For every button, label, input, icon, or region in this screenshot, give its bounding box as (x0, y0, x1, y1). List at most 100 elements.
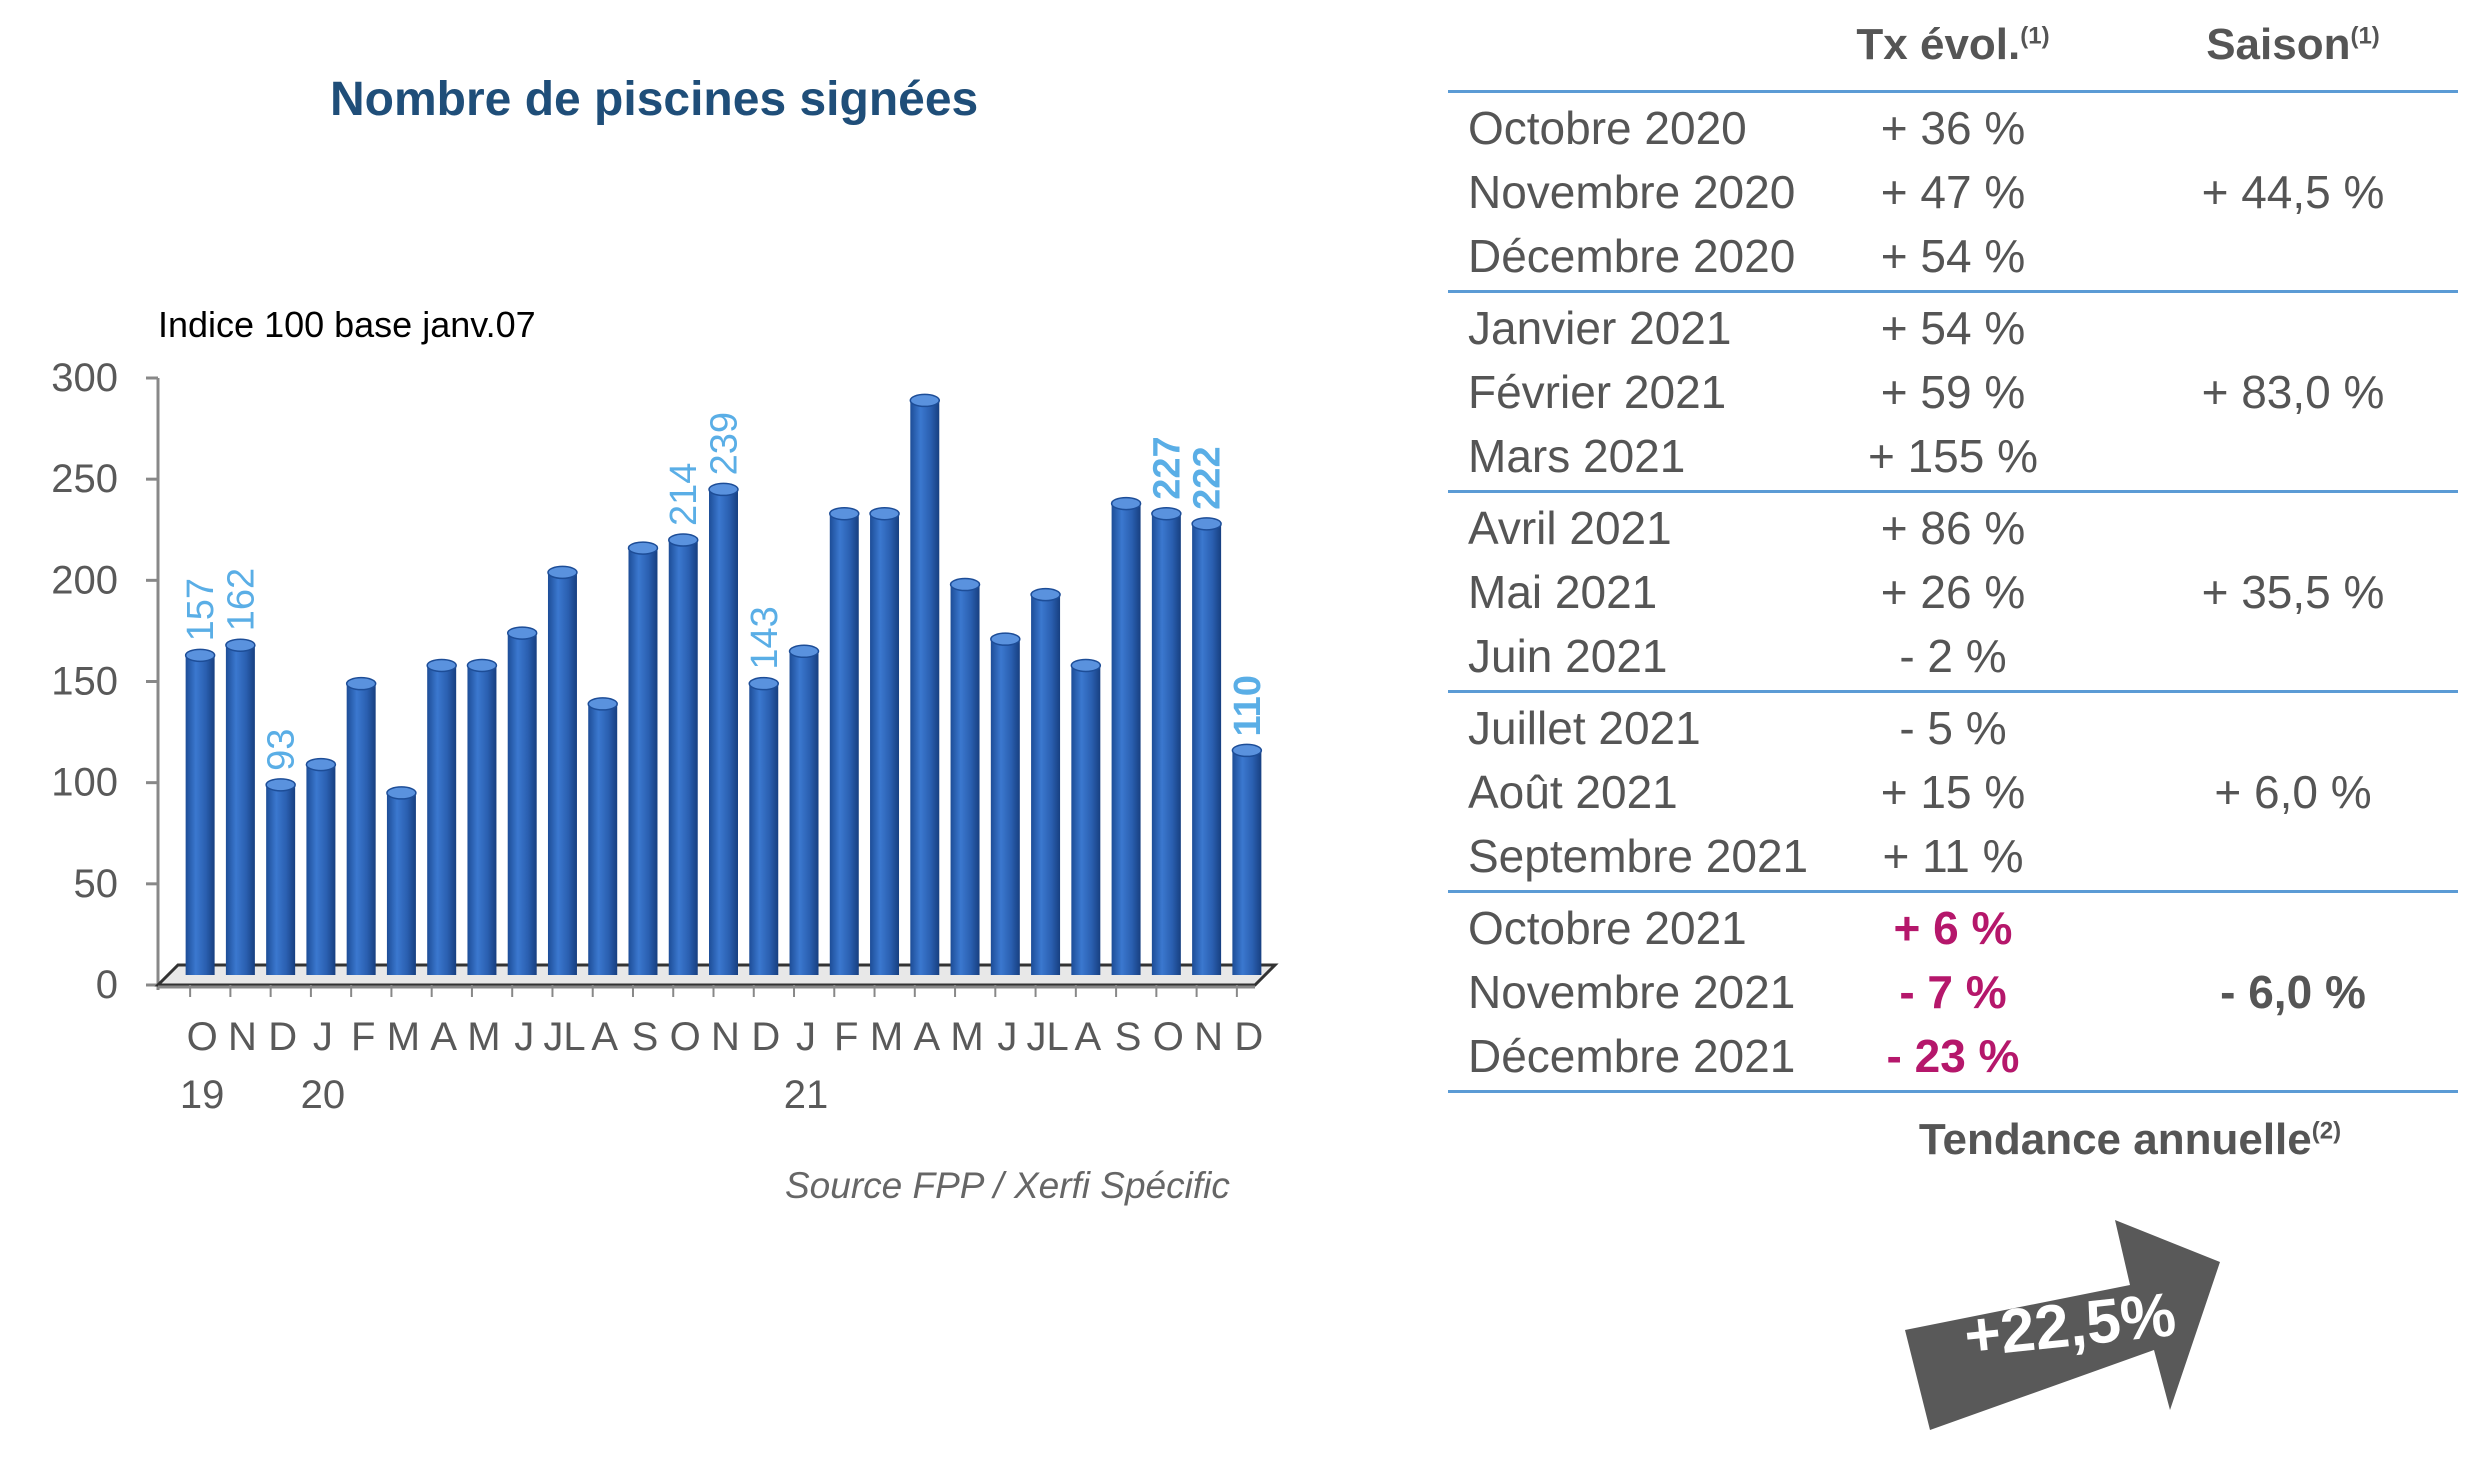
table-month: Janvier 2021 (1468, 302, 1732, 354)
x-tick-label: D (268, 1015, 297, 1059)
y-tick-label: 150 (51, 660, 118, 704)
bar-cap (265, 778, 296, 792)
trend-title: Tendance annuelle(2) (1830, 1115, 2430, 1165)
bar (1151, 513, 1181, 975)
bar (467, 665, 497, 975)
x-tick-label: O (670, 1015, 701, 1059)
bar (749, 683, 779, 975)
bar (1232, 750, 1262, 975)
header-rate-sup: (1) (2020, 22, 2050, 50)
table-season: + 6,0 % (2214, 766, 2372, 818)
table-rate: + 6 % (1893, 902, 2013, 954)
table-month: Octobre 2020 (1468, 102, 1747, 154)
bar-cap (829, 506, 860, 521)
table-month: Juillet 2021 (1468, 702, 1701, 754)
header-season-label: Saison (2206, 20, 2351, 69)
bar (668, 540, 698, 975)
table-season: + 83,0 % (2201, 366, 2385, 418)
data-label: 227 (1146, 436, 1188, 499)
x-tick-label: D (751, 1015, 780, 1059)
bar-cap (990, 632, 1021, 646)
bar (628, 548, 658, 975)
bar-cap (1070, 658, 1102, 673)
bar-cap (426, 658, 457, 673)
table-divider (1448, 90, 2458, 93)
header-season-sup: (1) (2350, 22, 2380, 50)
bar (386, 792, 416, 975)
bar-cap (345, 676, 377, 691)
bar (1071, 665, 1101, 975)
table-month: Septembre 2021 (1468, 830, 1809, 882)
x-tick-label: A (591, 1015, 618, 1059)
x-tick-label: J (514, 1015, 534, 1059)
x-tick-label: S (1115, 1015, 1142, 1059)
table-rate: - 7 % (1899, 966, 2007, 1018)
data-label: 143 (744, 606, 786, 669)
header-rate: Tx évol.(1) (1828, 20, 2078, 70)
bar-cap (909, 393, 941, 408)
x-tick-label: J (997, 1015, 1017, 1059)
bar (588, 703, 618, 975)
table-divider (1448, 490, 2458, 493)
table-rate: + 86 % (1880, 502, 2026, 554)
x-tick-label: A (1074, 1015, 1101, 1059)
bar (910, 400, 940, 975)
x-tick-label: F (834, 1015, 858, 1059)
table-season: - 6,0 % (2220, 966, 2366, 1018)
bar-cap (1191, 517, 1222, 531)
table-rate: + 54 % (1880, 302, 2026, 354)
x-tick-label: A (430, 1015, 457, 1059)
bar-cap (1231, 743, 1263, 758)
data-label: 110 (1227, 675, 1269, 736)
x-tick-label: S (632, 1015, 659, 1059)
bar-cap (547, 565, 578, 580)
data-label: 222 (1187, 446, 1229, 509)
table-month: Octobre 2021 (1468, 902, 1747, 954)
table-month: Août 2021 (1468, 766, 1678, 818)
table-month: Mai 2021 (1468, 566, 1658, 618)
x-tick-label: M (950, 1015, 983, 1059)
source-note: Source FPP / Xerfi Spécific (785, 1165, 1230, 1206)
trend-title-sup: (2) (2311, 1117, 2342, 1145)
bar-cap (1030, 587, 1061, 602)
x-year-label: 19 (180, 1073, 225, 1117)
y-tick-label: 0 (96, 963, 118, 1007)
x-tick-label: J (796, 1015, 816, 1059)
table-month: Novembre 2021 (1468, 966, 1796, 1018)
table-rate: - 23 % (1886, 1030, 2020, 1082)
bar (507, 633, 537, 975)
chart-title: Nombre de piscines signées (330, 73, 979, 126)
table-month: Avril 2021 (1468, 502, 1672, 554)
table-month: Décembre 2020 (1468, 230, 1796, 282)
bar-cap (1110, 496, 1142, 511)
bar (185, 655, 215, 975)
y-axis-label: Indice 100 base janv.07 (158, 304, 536, 345)
x-tick-label: A (913, 1015, 940, 1059)
x-tick-label: O (187, 1015, 218, 1059)
data-label: 157 (180, 578, 222, 641)
table-month: Juin 2021 (1468, 630, 1668, 682)
table-rate: + 36 % (1880, 102, 2026, 154)
bar-cap (1151, 506, 1182, 521)
y-tick-label: 200 (51, 558, 118, 602)
header-rate-label: Tx évol. (1856, 20, 2021, 69)
x-tick-label: M (387, 1015, 420, 1059)
bar-cap (949, 577, 981, 592)
x-year-label: 20 (301, 1073, 346, 1117)
x-tick-label: JL (1026, 1015, 1068, 1059)
table-month: Décembre 2021 (1468, 1030, 1796, 1082)
data-label: 162 (220, 568, 262, 631)
x-tick-label: N (711, 1015, 740, 1059)
table-rate: - 5 % (1899, 702, 2007, 754)
table-rate: + 26 % (1880, 566, 2026, 618)
table-divider (1448, 1090, 2458, 1093)
bar-cap (184, 648, 216, 663)
bar-chart: Indice 100 base janv.07 0 50 100 150 200 250 30… (51, 304, 1279, 1117)
table-rate: - 2 % (1899, 630, 2007, 682)
header-season: Saison(1) (2168, 20, 2418, 70)
table-season: + 35,5 % (2201, 566, 2385, 618)
trend-title-label: Tendance annuelle (1918, 1115, 2312, 1164)
bar (709, 489, 738, 975)
bar (346, 683, 376, 975)
table-rate: + 155 % (1867, 430, 2039, 482)
